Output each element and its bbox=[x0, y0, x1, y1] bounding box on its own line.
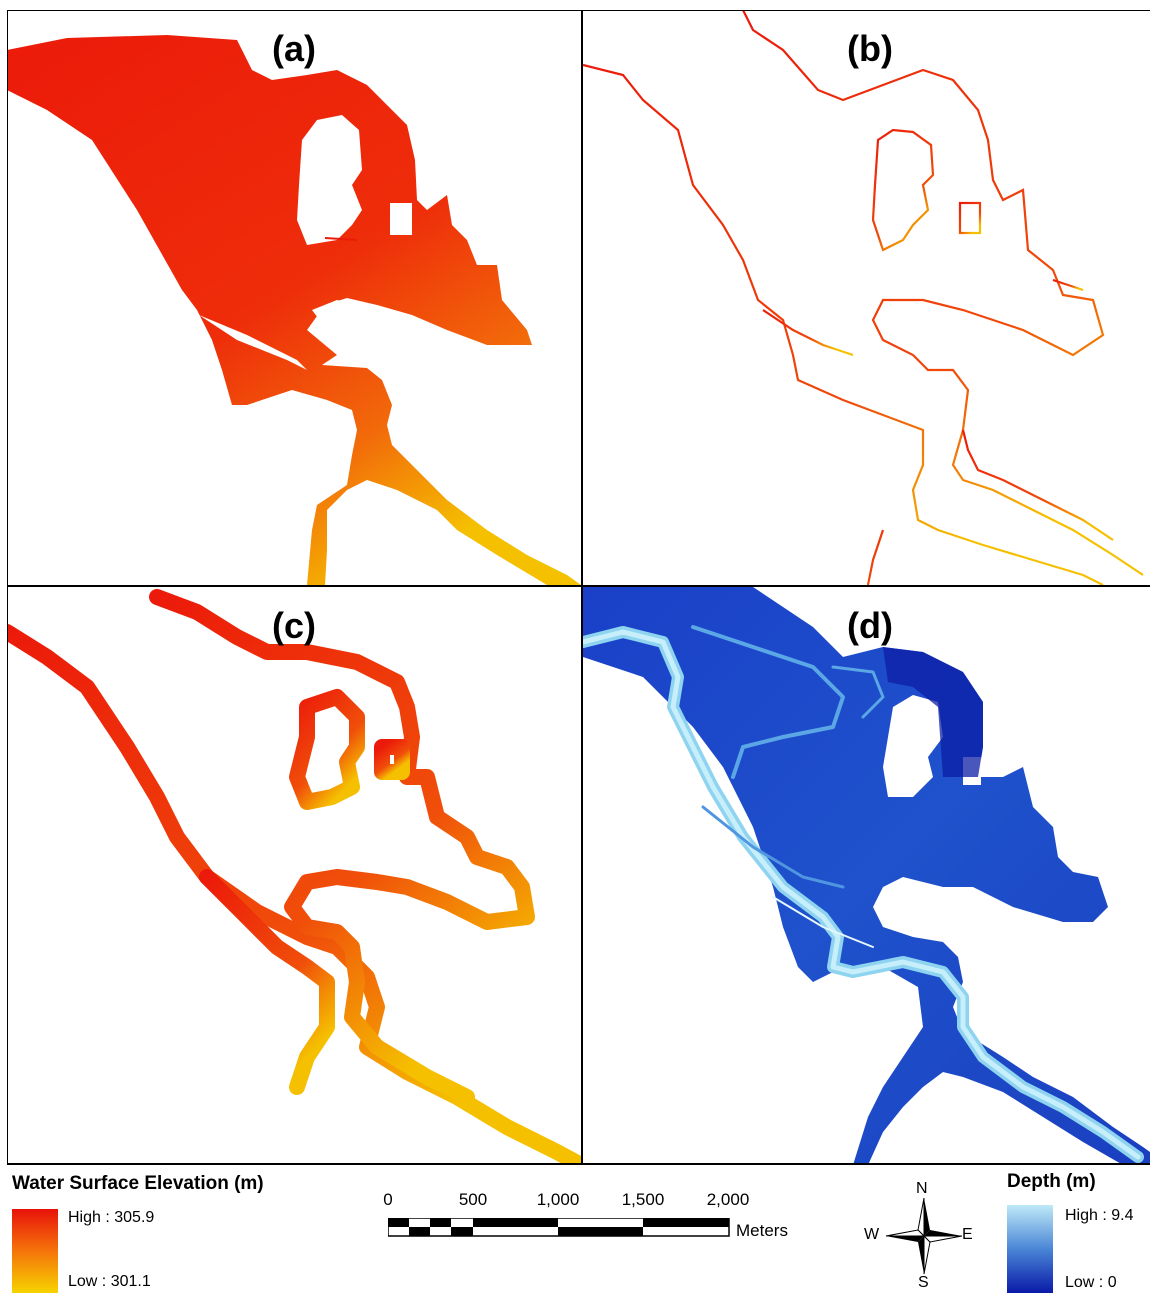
scale-tick-label: 500 bbox=[458, 1190, 488, 1209]
depth-legend: Depth (m) High : 9.4 Low : 0 bbox=[1007, 1171, 1150, 1295]
frame-top bbox=[7, 10, 1150, 11]
scale-bar: 0 500 1,000 1,500 2,000 Meters bbox=[383, 1190, 805, 1250]
wse-legend: Water Surface Elevation (m) High : 305.9… bbox=[12, 1173, 342, 1293]
scale-tick-label: 1,500 bbox=[621, 1190, 665, 1209]
panel-a: (a) bbox=[7, 10, 581, 585]
frame-middle-vertical bbox=[581, 10, 583, 1165]
wse-legend-title: Water Surface Elevation (m) bbox=[12, 1173, 264, 1194]
depth-color-ramp bbox=[1007, 1205, 1053, 1293]
compass-n: N bbox=[916, 1180, 928, 1197]
panel-label: (a) bbox=[272, 28, 316, 69]
wse-boundary-map bbox=[583, 10, 1144, 585]
depth-legend-title: Depth (m) bbox=[1007, 1171, 1096, 1192]
panel-label: (d) bbox=[847, 605, 893, 646]
wse-raster-map bbox=[7, 35, 581, 585]
panel-b: (b) bbox=[583, 10, 1150, 585]
scale-tick-label: 0 bbox=[383, 1190, 393, 1209]
compass-s: S bbox=[918, 1274, 929, 1291]
panel-d: (d) bbox=[583, 587, 1150, 1165]
compass-e: E bbox=[962, 1226, 973, 1243]
compass-w: W bbox=[864, 1226, 880, 1243]
frame-bottom bbox=[7, 1163, 1150, 1165]
panel-label: (c) bbox=[272, 605, 316, 646]
wse-legend-low: Low : 301.1 bbox=[68, 1273, 151, 1290]
north-arrow: N S W E bbox=[864, 1180, 974, 1295]
depth-legend-high: High : 9.4 bbox=[1065, 1207, 1134, 1224]
panel-c: (c) bbox=[7, 587, 581, 1165]
wse-buffer-map bbox=[7, 589, 581, 1165]
scale-bar-graphic bbox=[388, 1218, 730, 1237]
scale-tick-label: 2,000 bbox=[706, 1190, 750, 1209]
compass-rose-icon bbox=[885, 1197, 963, 1275]
depth-legend-low: Low : 0 bbox=[1065, 1274, 1117, 1291]
map-grid: (a) (b) bbox=[7, 10, 1150, 1165]
wse-color-ramp bbox=[12, 1209, 58, 1293]
depth-raster-map bbox=[583, 587, 1150, 1165]
wse-legend-high: High : 305.9 bbox=[68, 1209, 155, 1226]
frame-left bbox=[7, 10, 8, 1165]
panel-label: (b) bbox=[847, 28, 893, 69]
frame-middle-horizontal bbox=[7, 585, 1150, 587]
scale-unit: Meters bbox=[736, 1221, 788, 1240]
scale-tick-label: 1,000 bbox=[536, 1190, 580, 1209]
